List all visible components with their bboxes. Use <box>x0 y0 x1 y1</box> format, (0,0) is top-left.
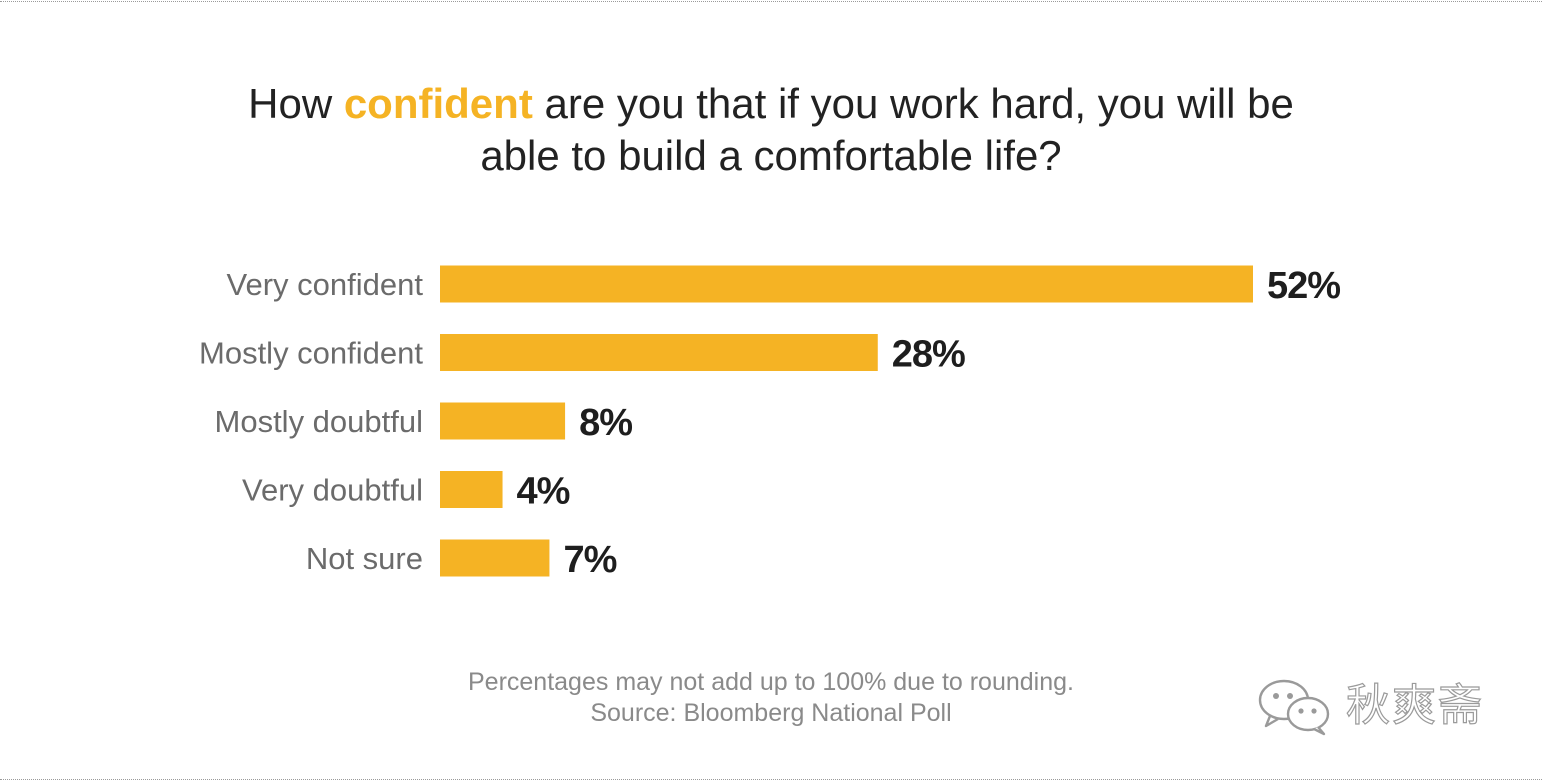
title-text-rest: are you that if you work hard, you will … <box>532 80 1294 127</box>
bar <box>440 334 878 371</box>
category-label: Mostly doubtful <box>215 404 424 439</box>
bar-chart: Very confident 52% Mostly confident 28% Most… <box>199 265 1341 581</box>
wechat-chat-bubbles-icon <box>1258 679 1330 736</box>
title-line-2: able to build a comfortable life? <box>480 132 1062 179</box>
rounding-note: Percentages may not add up to 100% due t… <box>468 668 1074 696</box>
category-label: Very doubtful <box>242 473 423 508</box>
bar <box>440 539 550 577</box>
value-label: 4% <box>517 471 570 513</box>
bar <box>440 402 566 440</box>
value-label: 52% <box>1267 265 1340 307</box>
watermark: 秋爽斋 <box>1256 674 1506 738</box>
title-text-start: How <box>248 80 344 127</box>
value-label: 8% <box>579 402 632 444</box>
category-label: Not sure <box>306 541 423 576</box>
category-label: Mostly confident <box>199 336 423 371</box>
category-label: Very confident <box>227 267 424 302</box>
bar <box>440 471 503 508</box>
value-label: 28% <box>892 334 965 376</box>
source-note: Source: Bloomberg National Poll <box>590 699 952 727</box>
value-label: 7% <box>563 539 616 581</box>
top-dotted-border <box>0 1 1542 2</box>
title-highlight-word: confident <box>343 80 533 127</box>
bar <box>440 265 1253 303</box>
bottom-dotted-border <box>0 779 1542 780</box>
chart-title: How confident are you that if you work h… <box>150 78 1392 182</box>
watermark-text: 秋爽斋 <box>1345 679 1484 731</box>
